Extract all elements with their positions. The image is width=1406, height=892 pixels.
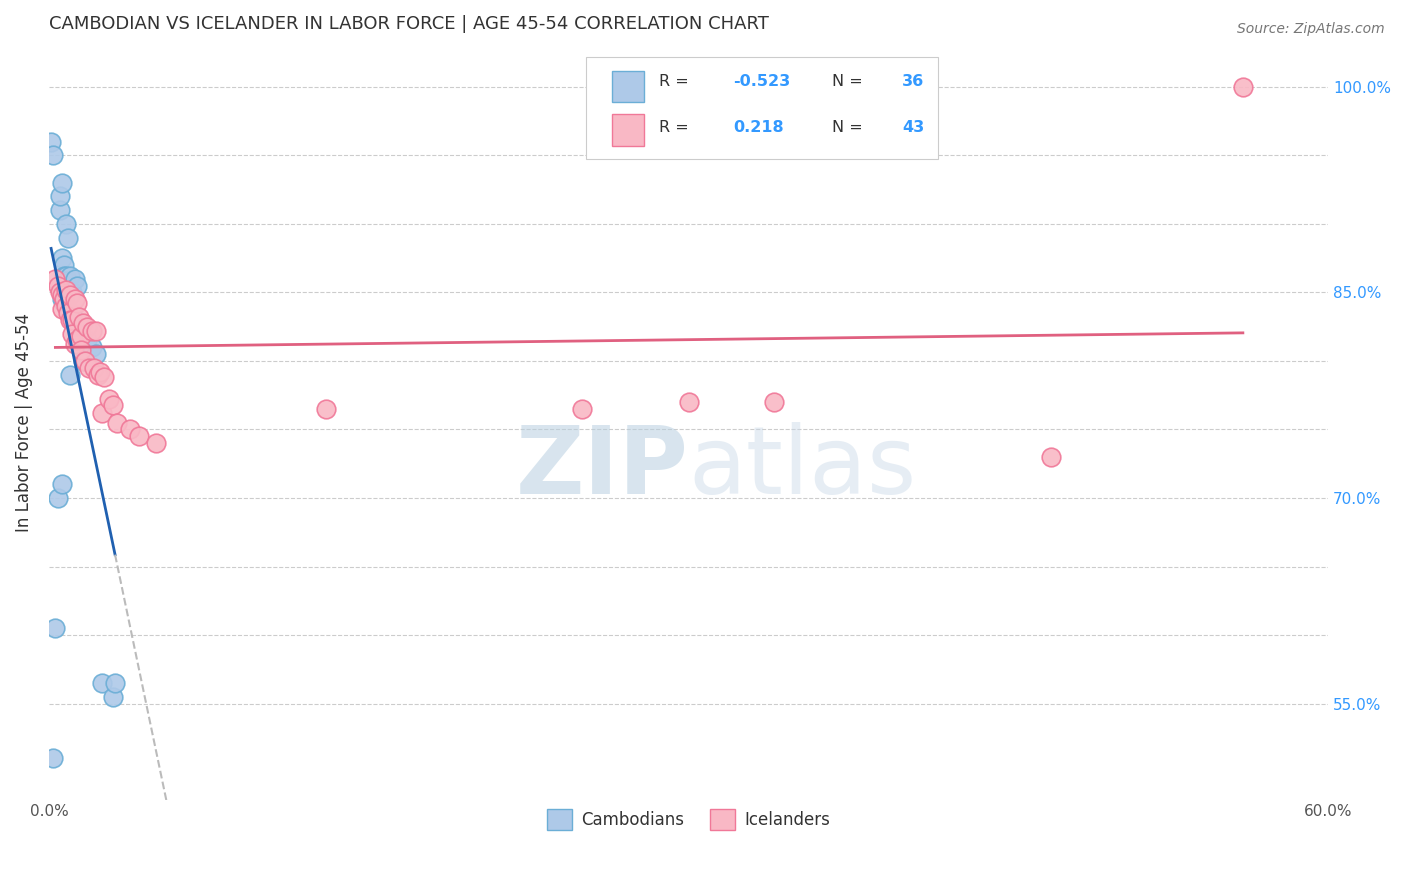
Point xyxy=(59,268,82,283)
Legend: Cambodians, Icelanders: Cambodians, Icelanders xyxy=(540,803,837,837)
Point xyxy=(46,278,69,293)
Point xyxy=(63,271,86,285)
Point xyxy=(1232,79,1254,94)
Text: N =: N = xyxy=(832,120,868,136)
Point xyxy=(66,296,89,310)
Point xyxy=(51,477,73,491)
FancyBboxPatch shape xyxy=(612,114,644,145)
Point xyxy=(48,203,70,218)
Point xyxy=(59,288,82,302)
Y-axis label: In Labor Force | Age 45-54: In Labor Force | Age 45-54 xyxy=(15,313,32,533)
Point xyxy=(55,274,77,288)
Point xyxy=(42,751,65,765)
Point xyxy=(67,310,90,324)
Point xyxy=(79,360,101,375)
FancyBboxPatch shape xyxy=(586,57,938,159)
Text: 36: 36 xyxy=(903,74,924,89)
Point xyxy=(145,436,167,450)
Point xyxy=(66,319,89,334)
Point xyxy=(55,217,77,231)
Point xyxy=(63,337,86,351)
Point xyxy=(66,334,89,348)
Point xyxy=(84,347,107,361)
Point xyxy=(128,429,150,443)
Point xyxy=(97,392,120,407)
Text: ZIP: ZIP xyxy=(516,422,689,514)
Point xyxy=(56,230,79,244)
Point xyxy=(70,343,93,357)
Point xyxy=(51,288,73,302)
Point xyxy=(62,313,84,327)
Text: -0.523: -0.523 xyxy=(734,74,790,89)
Point xyxy=(80,324,103,338)
Point xyxy=(87,368,110,382)
Point xyxy=(39,135,62,149)
Point xyxy=(83,360,105,375)
Point xyxy=(55,283,77,297)
Point xyxy=(56,283,79,297)
Point xyxy=(101,690,124,704)
Text: CAMBODIAN VS ICELANDER IN LABOR FORCE | AGE 45-54 CORRELATION CHART: CAMBODIAN VS ICELANDER IN LABOR FORCE | … xyxy=(49,15,769,33)
Point xyxy=(63,292,86,306)
Point xyxy=(52,268,75,283)
Point xyxy=(48,285,70,300)
Point xyxy=(118,422,141,436)
Text: Source: ZipAtlas.com: Source: ZipAtlas.com xyxy=(1237,22,1385,37)
Point xyxy=(91,406,114,420)
Point xyxy=(1040,450,1063,464)
Text: N =: N = xyxy=(832,74,868,89)
Point xyxy=(52,258,75,272)
Point xyxy=(80,340,103,354)
Point xyxy=(315,401,337,416)
Point xyxy=(56,306,79,320)
Point xyxy=(51,176,73,190)
Point xyxy=(93,370,115,384)
Point xyxy=(55,268,77,283)
Point xyxy=(678,395,700,409)
Point xyxy=(76,319,98,334)
Point xyxy=(46,491,69,505)
Point xyxy=(59,313,82,327)
Point xyxy=(48,189,70,203)
Point xyxy=(44,621,66,635)
Text: 43: 43 xyxy=(903,120,924,136)
FancyBboxPatch shape xyxy=(612,70,644,103)
Text: atlas: atlas xyxy=(689,422,917,514)
Point xyxy=(70,326,93,341)
Text: 0.218: 0.218 xyxy=(734,120,785,136)
Point xyxy=(84,324,107,338)
Point xyxy=(89,365,111,379)
Point xyxy=(62,306,84,320)
Point xyxy=(91,676,114,690)
Point xyxy=(51,292,73,306)
Point xyxy=(55,288,77,302)
Point xyxy=(72,354,94,368)
Point xyxy=(55,299,77,313)
Point xyxy=(104,676,127,690)
Point xyxy=(51,301,73,316)
Point xyxy=(62,285,84,300)
Point xyxy=(59,283,82,297)
Point xyxy=(101,398,124,412)
Point xyxy=(75,354,97,368)
Point xyxy=(762,395,785,409)
Text: R =: R = xyxy=(659,120,695,136)
Point xyxy=(52,296,75,310)
Point xyxy=(59,368,82,382)
Point xyxy=(72,316,94,330)
Point xyxy=(105,416,128,430)
Point xyxy=(70,329,93,343)
Text: R =: R = xyxy=(659,74,695,89)
Point xyxy=(42,148,65,162)
Point xyxy=(44,271,66,285)
Point xyxy=(66,278,89,293)
Point xyxy=(52,292,75,306)
Point xyxy=(571,401,593,416)
Point xyxy=(62,326,84,341)
Point xyxy=(51,251,73,265)
Point xyxy=(76,334,98,348)
